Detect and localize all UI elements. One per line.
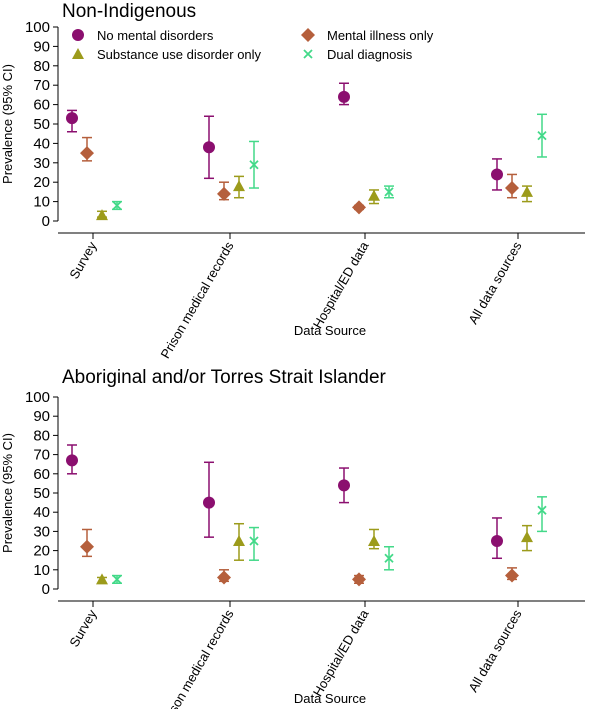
legend: No mental disorders Mental illness only Su…: [72, 28, 434, 62]
data-point: [505, 568, 519, 583]
x-tick-label: Prison medical records: [157, 239, 236, 361]
legend-label: Mental illness only: [327, 28, 434, 43]
y-tick-label: 90: [33, 408, 50, 425]
series-1: [66, 444, 503, 560]
y-tick-label: 100: [25, 19, 50, 36]
data-point: [491, 535, 503, 547]
series-2: [80, 136, 519, 215]
data-point: [249, 160, 259, 170]
y-tick-label: 10: [33, 194, 50, 211]
y-tick-label: 90: [33, 38, 50, 55]
legend-marker: [72, 48, 84, 59]
x-axis-label: Data Source: [294, 323, 366, 338]
y-tick-label: 10: [33, 562, 50, 579]
chart-title: Non-Indigenous: [62, 1, 196, 22]
data-point: [233, 180, 245, 192]
y-tick-label: 30: [33, 523, 50, 540]
y-tick-label: 70: [33, 447, 50, 464]
data-point: [521, 185, 533, 197]
y-tick-label: 70: [33, 77, 50, 94]
data-point: [80, 146, 94, 161]
legend-marker: [301, 28, 315, 42]
series-4: [112, 496, 547, 585]
legend-label: Dual diagnosis: [327, 47, 413, 62]
y-tick-label: 0: [42, 581, 50, 598]
legend-label: Substance use disorder only: [97, 47, 262, 62]
data-point: [96, 573, 108, 585]
x-tick-label: Hospital/ED data: [310, 238, 372, 331]
data-point: [217, 570, 231, 585]
y-tick-label: 50: [33, 116, 50, 133]
y-axis-label: Prevalence (95% CI): [0, 64, 15, 184]
data-point: [66, 112, 78, 125]
y-tick-label: 20: [33, 543, 50, 560]
data-point: [384, 187, 394, 197]
data-point: [537, 505, 547, 515]
data-point: [338, 90, 350, 103]
data-point: [203, 496, 215, 509]
data-point: [384, 553, 394, 563]
data-point: [505, 181, 519, 196]
series-1: [66, 82, 503, 191]
y-tick-label: 0: [42, 213, 50, 230]
data-point: [521, 531, 533, 543]
data-point: [112, 200, 122, 211]
x-tick-label: All data sources: [465, 607, 524, 695]
y-tick-label: 40: [33, 504, 50, 521]
series-4: [112, 113, 547, 211]
data-point: [66, 454, 78, 467]
x-tick-label: Hospital/ED data: [310, 606, 372, 699]
data-point: [96, 209, 108, 221]
legend-marker: [72, 29, 84, 41]
data-point: [80, 539, 94, 554]
y-tick-label: 30: [33, 155, 50, 172]
y-tick-label: 20: [33, 174, 50, 191]
data-point: [368, 189, 380, 201]
data-point: [249, 536, 259, 546]
y-tick-label: 100: [25, 389, 50, 406]
data-point: [368, 535, 380, 546]
legend-label: No mental disorders: [97, 28, 214, 43]
data-point: [491, 168, 503, 181]
data-point: [203, 141, 215, 154]
chart-title: Aboriginal and/or Torres Strait Islander: [62, 367, 387, 388]
x-tick-label: Survey: [66, 607, 99, 650]
y-tick-label: 60: [33, 466, 50, 483]
x-axis-label: Data Source: [294, 691, 366, 706]
series-3: [96, 175, 533, 221]
y-tick-label: 60: [33, 97, 50, 114]
y-tick-label: 40: [33, 135, 50, 152]
data-point: [352, 200, 366, 215]
x-tick-label: Prison medical records: [157, 607, 236, 709]
data-point: [338, 479, 350, 492]
y-tick-label: 50: [33, 485, 50, 502]
data-point: [233, 535, 245, 546]
chart-panel-1: Non-Indigenous 0 10 20 30 40 50 60 70 80 90 100 Prev…: [0, 1, 585, 361]
y-tick-label: 80: [33, 427, 50, 444]
series-3: [96, 522, 533, 585]
data-point: [112, 574, 122, 585]
legend-marker: [303, 49, 313, 59]
x-tick-label: Survey: [66, 239, 99, 282]
data-point: [537, 131, 547, 141]
y-axis-label: Prevalence (95% CI): [0, 433, 15, 553]
data-point: [352, 572, 366, 587]
data-point: [217, 186, 231, 201]
x-tick-label: All data sources: [465, 239, 524, 327]
chart-panel-2: Aboriginal and/or Torres Strait Islander…: [0, 367, 585, 709]
y-tick-label: 80: [33, 58, 50, 75]
series-2: [80, 528, 519, 587]
